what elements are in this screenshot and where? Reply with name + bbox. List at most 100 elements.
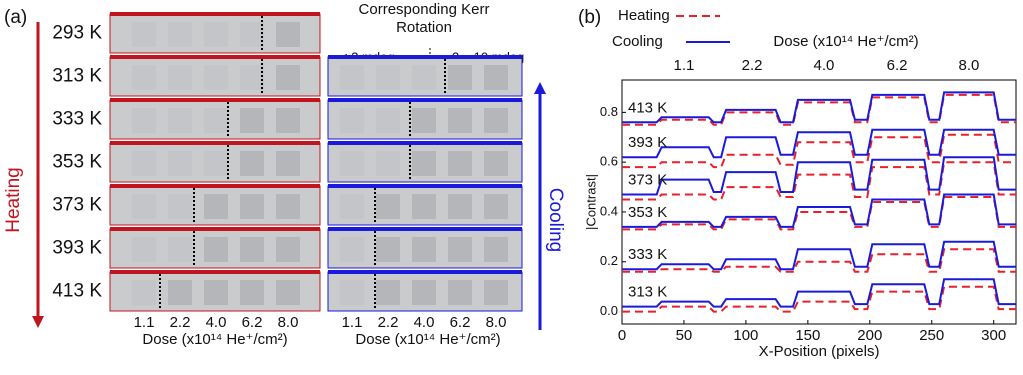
temperature-label: 413 K xyxy=(52,281,102,302)
figure: (a) Heating Cooling Corresponding KerrRo… xyxy=(0,0,1023,370)
dose-square xyxy=(240,194,264,219)
dose-square xyxy=(132,151,156,176)
dose-square xyxy=(204,280,228,305)
dose-square xyxy=(412,108,436,133)
dose-square xyxy=(168,151,192,176)
curve-label: 393 K xyxy=(628,134,667,151)
dose-label: 2.2 xyxy=(378,314,399,331)
dose-label: 4.0 xyxy=(414,314,435,331)
dose-square xyxy=(240,22,264,47)
dose-square xyxy=(240,280,264,305)
dose-square xyxy=(412,237,436,262)
dose-label: 1.1 xyxy=(342,314,363,331)
dose-square xyxy=(276,194,300,219)
cooling-line xyxy=(622,242,1016,269)
dose-square xyxy=(340,194,364,219)
temperature-label: 313 K xyxy=(52,66,102,87)
cooling-line xyxy=(622,157,1016,194)
dose-square xyxy=(168,280,192,305)
dose-square xyxy=(240,151,264,176)
dose-square xyxy=(484,280,508,305)
dose-label: 8.0 xyxy=(278,314,299,331)
top-tick-label: 4.0 xyxy=(814,57,835,74)
dose-square xyxy=(376,237,400,262)
y-tick-label: 0.0 xyxy=(600,303,618,318)
curve-label: 313 K xyxy=(628,284,667,301)
top-axis-label: Dose (x10¹⁴ He⁺/cm²) xyxy=(773,33,918,50)
dose-square xyxy=(240,65,264,90)
heating-line xyxy=(622,197,1016,229)
cooling-line xyxy=(622,130,1016,157)
dose-square xyxy=(412,151,436,176)
temperature-label: 353 K xyxy=(52,152,102,173)
legend-label: Cooling xyxy=(612,33,663,50)
dose-square xyxy=(448,151,472,176)
dose-square xyxy=(484,108,508,133)
dose-square xyxy=(412,280,436,305)
dose-square xyxy=(132,237,156,262)
x-tick-label: 200 xyxy=(857,327,882,344)
dose-square xyxy=(204,194,228,219)
dose-square xyxy=(132,22,156,47)
x-tick-label: 150 xyxy=(795,327,820,344)
dose-label: 8.0 xyxy=(486,314,507,331)
dose-label: 1.1 xyxy=(134,314,155,331)
dose-square xyxy=(448,108,472,133)
curve-label: 413 K xyxy=(628,99,667,116)
dose-square xyxy=(168,108,192,133)
top-tick-label: 2.2 xyxy=(742,57,763,74)
dose-square xyxy=(448,280,472,305)
dose-square xyxy=(168,65,192,90)
dose-square xyxy=(448,237,472,262)
dose-square xyxy=(376,194,400,219)
panel-label: (b) xyxy=(578,7,601,28)
temperature-label: 373 K xyxy=(52,195,102,216)
dose-square xyxy=(132,280,156,305)
dose-square xyxy=(340,237,364,262)
dose-square xyxy=(340,65,364,90)
dose-square xyxy=(276,65,300,90)
dose-square xyxy=(276,108,300,133)
dose-square xyxy=(168,237,192,262)
dose-square xyxy=(204,237,228,262)
dose-square xyxy=(204,22,228,47)
dose-square xyxy=(340,280,364,305)
temperature-label: 333 K xyxy=(52,109,102,130)
dose-square xyxy=(240,237,264,262)
legend-label: Heating xyxy=(618,7,670,24)
panel-label: (a) xyxy=(4,7,27,28)
dose-axis-label: Dose (x10¹⁴ He⁺/cm²) xyxy=(355,331,500,348)
cooling-arrow-head xyxy=(534,82,546,94)
dose-square xyxy=(132,194,156,219)
dose-square xyxy=(376,280,400,305)
dose-square xyxy=(168,22,192,47)
dose-square xyxy=(340,151,364,176)
y-tick-label: 0.4 xyxy=(600,203,618,218)
dose-square xyxy=(340,108,364,133)
heating-line xyxy=(622,287,1016,312)
x-tick-label: 50 xyxy=(676,327,693,344)
dose-square xyxy=(276,280,300,305)
dose-square xyxy=(276,22,300,47)
dose-square xyxy=(448,194,472,219)
heating-label: Heating xyxy=(3,167,24,233)
x-axis-label: X-Position (pixels) xyxy=(759,343,880,360)
dose-label: 2.2 xyxy=(170,314,191,331)
curve-label: 353 K xyxy=(628,204,667,221)
dose-square xyxy=(376,65,400,90)
dose-square xyxy=(376,108,400,133)
dose-label: 4.0 xyxy=(206,314,227,331)
dose-square xyxy=(376,151,400,176)
dose-square xyxy=(276,237,300,262)
y-tick-label: 0.6 xyxy=(600,154,618,169)
dose-square xyxy=(204,108,228,133)
top-tick-label: 8.0 xyxy=(958,57,979,74)
dose-label: 6.2 xyxy=(450,314,471,331)
dose-square xyxy=(168,194,192,219)
y-tick-label: 0.2 xyxy=(600,253,618,268)
heating-line xyxy=(622,249,1016,271)
x-tick-label: 100 xyxy=(733,327,758,344)
